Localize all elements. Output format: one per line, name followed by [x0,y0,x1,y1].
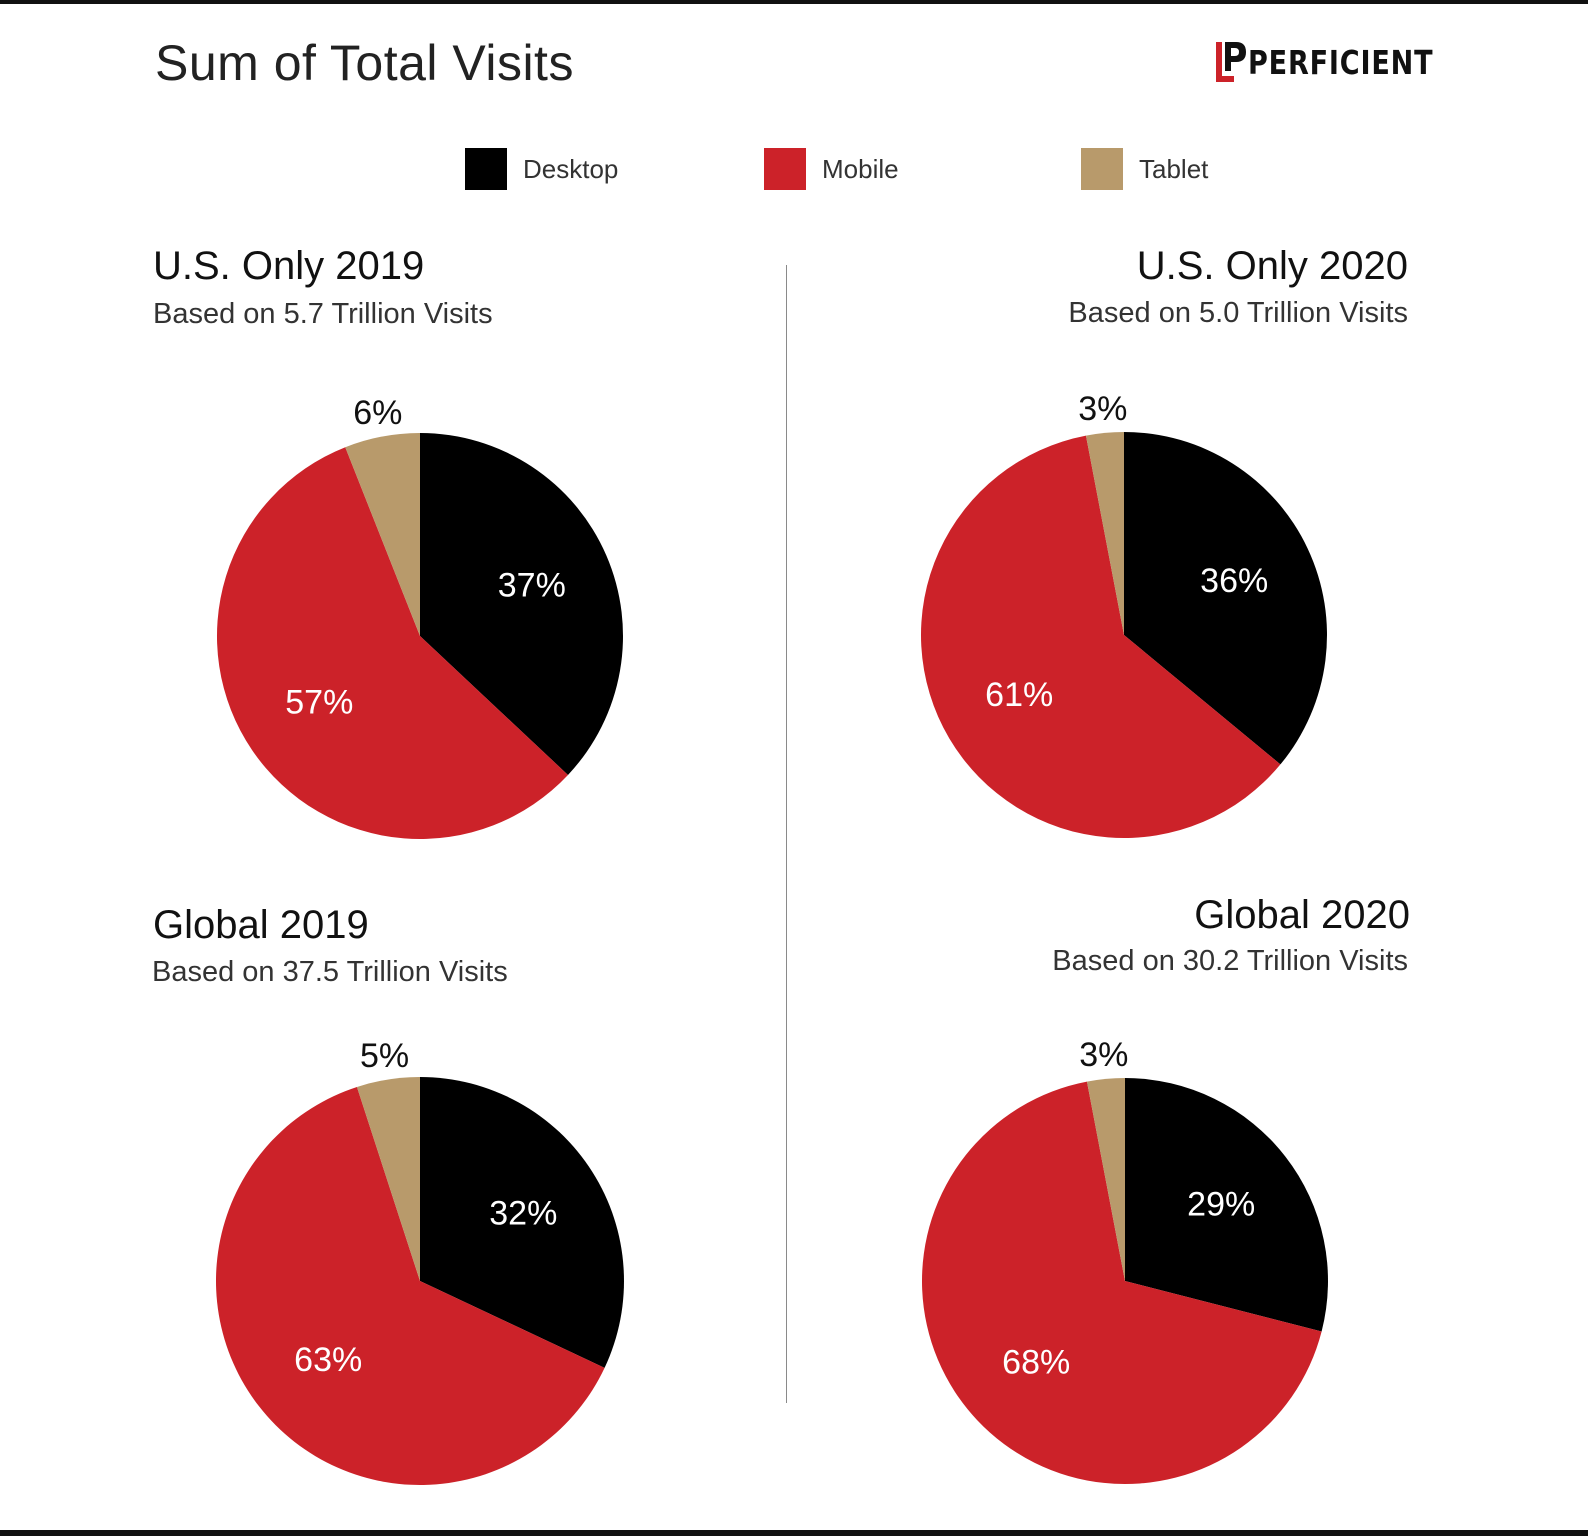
vertical-divider [786,265,787,1403]
chart-title-global-2019: Global 2019 [153,903,369,947]
legend-swatch-tablet [1081,148,1123,190]
pie-slice-global-2019-tablet [356,1077,420,1281]
pie-label-us-2019-tablet: 6% [353,394,402,432]
pie-slice-us-2019-desktop [420,433,623,775]
legend-item-desktop: Desktop [465,148,618,190]
pie-label-global-2019-tablet: 5% [360,1037,409,1075]
pie-slice-us-2019-tablet [345,433,420,636]
pie-label-global-2020-desktop: 29% [1187,1185,1255,1223]
pie-label-us-2019-desktop: 37% [498,567,566,605]
chart-title-us-2020: U.S. Only 2020 [1136,244,1408,288]
legend-label-desktop: Desktop [523,153,619,184]
pie-slice-us-2020-mobile [920,435,1281,839]
pie-label-us-2019-mobile: 57% [285,683,353,721]
pie-label-global-2020-tablet: 3% [1079,1036,1128,1074]
pie-slice-global-2020-tablet [1086,1078,1125,1281]
pie-label-global-2019-desktop: 32% [489,1194,557,1232]
chart-subtitle-us-2019: Based on 5.7 Trillion Visits [153,298,493,330]
logo-text: PERFICIENT [1248,42,1434,82]
pie-slice-us-2020-tablet [1085,432,1124,635]
pie-label-us-2020-mobile: 61% [985,676,1053,714]
logo-mark-icon [1216,42,1246,82]
legend-label-mobile: Mobile [822,153,899,184]
pie-label-global-2019-mobile: 63% [294,1341,362,1379]
pie-label-global-2020-mobile: 68% [1002,1343,1070,1381]
bottom-border [0,1530,1588,1536]
pie-slice-us-2020-desktop [1124,432,1327,765]
chart-subtitle-global-2020: Based on 30.2 Trillion Visits [1052,945,1408,977]
legend: Desktop Mobile Tablet [0,148,1588,192]
chart-title-global-2020: Global 2020 [1194,893,1410,937]
chart-subtitle-global-2019: Based on 37.5 Trillion Visits [152,956,508,988]
pie-slice-global-2019-desktop [420,1077,624,1368]
perficient-logo: PERFICIENT [1216,40,1474,84]
pie-slice-global-2019-mobile [215,1086,605,1485]
pie-label-us-2020-tablet: 3% [1078,390,1127,428]
pie-label-us-2020-desktop: 36% [1200,562,1268,600]
legend-swatch-mobile [764,148,806,190]
chart-title-us-2019: U.S. Only 2019 [153,244,425,288]
legend-item-tablet: Tablet [1081,148,1208,190]
legend-label-tablet: Tablet [1139,153,1209,184]
top-border [0,0,1588,4]
pie-slice-us-2019-mobile [216,447,568,840]
chart-subtitle-us-2020: Based on 5.0 Trillion Visits [1068,297,1408,329]
legend-swatch-desktop [465,148,507,190]
pie-slice-global-2020-desktop [1125,1078,1328,1332]
legend-item-mobile: Mobile [764,148,899,190]
page-title: Sum of Total Visits [155,35,574,91]
pie-slice-global-2020-mobile [921,1081,1322,1485]
